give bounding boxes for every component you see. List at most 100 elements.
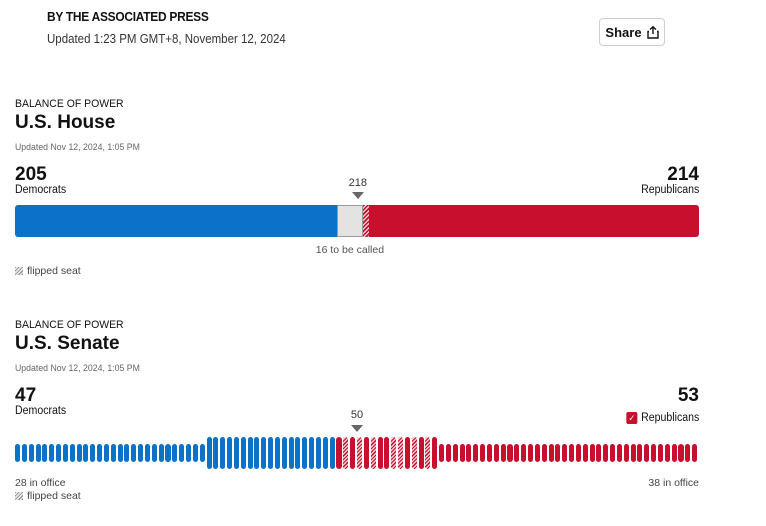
- senate-rep-seat[interactable]: [418, 437, 424, 469]
- senate-rep-in-office-seat[interactable]: [630, 444, 636, 462]
- senate-dem-in-office-seat[interactable]: [76, 444, 82, 462]
- senate-rep-in-office-seat[interactable]: [548, 444, 554, 462]
- senate-rep-in-office-seat[interactable]: [514, 444, 520, 462]
- house-dem-seats[interactable]: [15, 205, 338, 237]
- senate-dem-in-office-seat[interactable]: [42, 444, 48, 462]
- senate-dem-seat[interactable]: [288, 437, 294, 469]
- senate-dem-seat[interactable]: [329, 437, 335, 469]
- senate-rep-in-office-seat[interactable]: [541, 444, 547, 462]
- senate-dem-seat[interactable]: [309, 437, 315, 469]
- senate-dem-in-office-seat[interactable]: [124, 444, 130, 462]
- senate-dem-seat[interactable]: [213, 437, 219, 469]
- senate-rep-in-office-seat[interactable]: [439, 444, 445, 462]
- senate-rep-in-office-seat[interactable]: [596, 444, 602, 462]
- senate-dem-in-office-seat[interactable]: [117, 444, 123, 462]
- senate-rep-in-office-seat[interactable]: [664, 444, 670, 462]
- senate-rep-seat[interactable]: [350, 437, 356, 469]
- senate-rep-in-office-seat[interactable]: [562, 444, 568, 462]
- house-rep-seats[interactable]: [368, 205, 699, 237]
- senate-rep-flipped-seat[interactable]: [357, 437, 363, 469]
- senate-dem-in-office-seat[interactable]: [165, 444, 171, 462]
- senate-dem-seat[interactable]: [220, 437, 226, 469]
- senate-rep-in-office-seat[interactable]: [507, 444, 513, 462]
- senate-dem-in-office-seat[interactable]: [192, 444, 198, 462]
- senate-dem-in-office-seat[interactable]: [15, 444, 21, 462]
- senate-dem-seat[interactable]: [302, 437, 308, 469]
- senate-rep-flipped-seat[interactable]: [370, 437, 376, 469]
- senate-rep-in-office-seat[interactable]: [555, 444, 561, 462]
- senate-dem-seat[interactable]: [261, 437, 267, 469]
- senate-dem-in-office-seat[interactable]: [179, 444, 185, 462]
- senate-dem-in-office-seat[interactable]: [97, 444, 103, 462]
- senate-dem-seat[interactable]: [227, 437, 233, 469]
- senate-dem-seat[interactable]: [206, 437, 212, 469]
- senate-rep-in-office-seat[interactable]: [452, 444, 458, 462]
- senate-rep-in-office-seat[interactable]: [644, 444, 650, 462]
- senate-dem-in-office-seat[interactable]: [144, 444, 150, 462]
- senate-rep-in-office-seat[interactable]: [610, 444, 616, 462]
- senate-dem-seat[interactable]: [233, 437, 239, 469]
- senate-dem-in-office-seat[interactable]: [199, 444, 205, 462]
- senate-dem-in-office-seat[interactable]: [90, 444, 96, 462]
- senate-rep-in-office-seat[interactable]: [486, 444, 492, 462]
- senate-dem-in-office-seat[interactable]: [49, 444, 55, 462]
- senate-rep-in-office-seat[interactable]: [528, 444, 534, 462]
- senate-dem-in-office-seat[interactable]: [83, 444, 89, 462]
- senate-dem-in-office-seat[interactable]: [131, 444, 137, 462]
- senate-rep-in-office-seat[interactable]: [651, 444, 657, 462]
- senate-rep-in-office-seat[interactable]: [521, 444, 527, 462]
- senate-dem-in-office-seat[interactable]: [28, 444, 34, 462]
- senate-rep-in-office-seat[interactable]: [445, 444, 451, 462]
- senate-rep-seat[interactable]: [384, 437, 390, 469]
- senate-dem-in-office-seat[interactable]: [172, 444, 178, 462]
- senate-rep-in-office-seat[interactable]: [582, 444, 588, 462]
- senate-rep-in-office-seat[interactable]: [473, 444, 479, 462]
- senate-rep-in-office-seat[interactable]: [493, 444, 499, 462]
- senate-dem-seat[interactable]: [295, 437, 301, 469]
- senate-rep-in-office-seat[interactable]: [671, 444, 677, 462]
- senate-dem-seat[interactable]: [315, 437, 321, 469]
- senate-rep-in-office-seat[interactable]: [575, 444, 581, 462]
- senate-rep-in-office-seat[interactable]: [459, 444, 465, 462]
- senate-dem-in-office-seat[interactable]: [110, 444, 116, 462]
- senate-rep-in-office-seat[interactable]: [685, 444, 691, 462]
- senate-dem-in-office-seat[interactable]: [186, 444, 192, 462]
- senate-rep-in-office-seat[interactable]: [589, 444, 595, 462]
- senate-rep-in-office-seat[interactable]: [603, 444, 609, 462]
- house-rep-flipped-seats[interactable]: [362, 205, 369, 237]
- senate-dem-in-office-seat[interactable]: [151, 444, 157, 462]
- senate-rep-in-office-seat[interactable]: [569, 444, 575, 462]
- senate-rep-seat[interactable]: [404, 437, 410, 469]
- senate-rep-flipped-seat[interactable]: [411, 437, 417, 469]
- senate-dem-in-office-seat[interactable]: [103, 444, 109, 462]
- senate-rep-flipped-seat[interactable]: [343, 437, 349, 469]
- senate-dem-seat[interactable]: [247, 437, 253, 469]
- senate-rep-flipped-seat[interactable]: [425, 437, 431, 469]
- senate-dem-seat[interactable]: [281, 437, 287, 469]
- senate-rep-in-office-seat[interactable]: [637, 444, 643, 462]
- senate-dem-in-office-seat[interactable]: [158, 444, 164, 462]
- senate-rep-in-office-seat[interactable]: [480, 444, 486, 462]
- senate-rep-in-office-seat[interactable]: [678, 444, 684, 462]
- house-undecided-seats[interactable]: [337, 205, 363, 237]
- senate-dem-seat[interactable]: [322, 437, 328, 469]
- senate-dem-in-office-seat[interactable]: [56, 444, 62, 462]
- senate-dem-in-office-seat[interactable]: [62, 444, 68, 462]
- senate-rep-flipped-seat[interactable]: [391, 437, 397, 469]
- senate-rep-in-office-seat[interactable]: [534, 444, 540, 462]
- senate-rep-in-office-seat[interactable]: [466, 444, 472, 462]
- senate-rep-seat[interactable]: [377, 437, 383, 469]
- senate-rep-in-office-seat[interactable]: [616, 444, 622, 462]
- senate-dem-in-office-seat[interactable]: [35, 444, 41, 462]
- share-button[interactable]: Share: [599, 18, 665, 46]
- senate-rep-seat[interactable]: [363, 437, 369, 469]
- senate-dem-in-office-seat[interactable]: [69, 444, 75, 462]
- senate-dem-seat[interactable]: [274, 437, 280, 469]
- senate-dem-seat[interactable]: [254, 437, 260, 469]
- senate-rep-in-office-seat[interactable]: [623, 444, 629, 462]
- senate-rep-seat[interactable]: [432, 437, 438, 469]
- senate-dem-seat[interactable]: [240, 437, 246, 469]
- senate-dem-in-office-seat[interactable]: [138, 444, 144, 462]
- senate-rep-in-office-seat[interactable]: [657, 444, 663, 462]
- senate-rep-flipped-seat[interactable]: [398, 437, 404, 469]
